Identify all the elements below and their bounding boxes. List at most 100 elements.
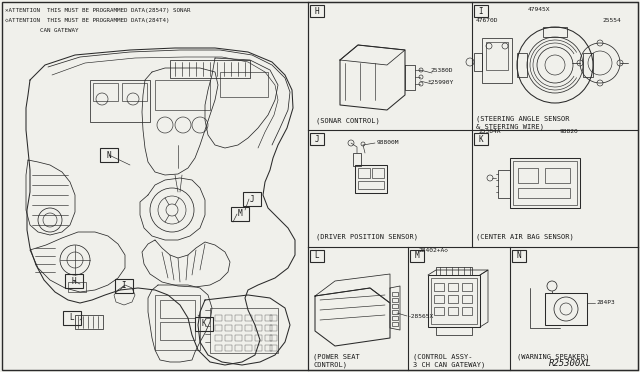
Bar (225, 325, 232, 331)
Bar (245, 315, 252, 321)
Bar (235, 315, 242, 321)
Bar (235, 325, 242, 331)
Bar (462, 283, 472, 291)
Text: 25380D: 25380D (430, 67, 452, 73)
Bar (231, 207, 249, 221)
Text: (DRIVER POSITION SENSOR): (DRIVER POSITION SENSOR) (316, 234, 418, 241)
Bar (115, 279, 133, 293)
Bar (482, 38, 512, 83)
Text: (STEERING ANGLE SENSOR: (STEERING ANGLE SENSOR (476, 115, 570, 122)
Text: & STEERING WIRE): & STEERING WIRE) (476, 124, 544, 131)
Bar (93, 83, 118, 101)
Bar (358, 168, 370, 178)
Text: M: M (237, 209, 243, 218)
Bar (392, 322, 398, 326)
Bar (215, 315, 222, 321)
Bar (510, 158, 580, 208)
Bar (486, 42, 508, 70)
Text: ×ATTENTION  THIS MUST BE PROGRAMMED DATA(28547) SONAR: ×ATTENTION THIS MUST BE PROGRAMMED DATA(… (5, 8, 191, 13)
Bar (270, 335, 277, 341)
Bar (195, 317, 213, 331)
Bar (68, 282, 86, 292)
Bar (63, 311, 81, 325)
Bar (462, 295, 472, 303)
Text: 3 CH CAN GATEWAY): 3 CH CAN GATEWAY) (413, 361, 485, 368)
Text: M: M (415, 251, 419, 260)
Bar (392, 316, 398, 320)
Text: 284P3: 284P3 (596, 301, 615, 305)
Bar (583, 53, 593, 77)
Text: K: K (202, 320, 206, 328)
Bar (170, 60, 250, 78)
Bar (310, 5, 324, 17)
Bar (215, 335, 222, 341)
Bar (245, 335, 252, 341)
Bar (545, 168, 570, 183)
Bar (410, 250, 424, 262)
Text: N: N (107, 151, 111, 160)
Bar (448, 307, 458, 315)
Text: (SONAR CONTROL): (SONAR CONTROL) (316, 117, 380, 124)
Bar (225, 335, 232, 341)
Text: (CONTROL ASSY-: (CONTROL ASSY- (413, 353, 472, 359)
Text: H: H (315, 6, 319, 16)
Bar (265, 345, 272, 351)
Bar (160, 300, 195, 318)
Text: 47945X: 47945X (528, 7, 550, 12)
Bar (392, 310, 398, 314)
Bar (392, 304, 398, 308)
Bar (255, 315, 262, 321)
Bar (215, 325, 222, 331)
Bar (543, 27, 567, 37)
Bar (225, 345, 232, 351)
Bar (155, 295, 200, 350)
Bar (220, 72, 268, 97)
Bar (270, 315, 277, 321)
Text: L: L (70, 314, 74, 323)
Text: 98820: 98820 (560, 129, 579, 134)
Text: 28402+A◇: 28402+A◇ (418, 248, 448, 253)
Bar (498, 170, 510, 198)
Bar (518, 188, 570, 198)
Bar (310, 250, 324, 262)
Bar (265, 335, 272, 341)
Bar (215, 345, 222, 351)
Bar (392, 298, 398, 302)
Bar (392, 292, 398, 296)
Bar (122, 83, 147, 101)
Text: I: I (122, 282, 126, 291)
Bar (270, 345, 277, 351)
Text: H: H (72, 276, 76, 285)
Bar (100, 148, 118, 162)
Bar (513, 161, 577, 205)
Bar (265, 325, 272, 331)
Bar (270, 325, 277, 331)
Bar (160, 322, 195, 340)
Bar (255, 325, 262, 331)
Bar (355, 165, 387, 193)
Text: I: I (479, 6, 483, 16)
Bar (436, 267, 472, 275)
Bar (434, 307, 444, 315)
Bar (448, 283, 458, 291)
Text: (CENTER AIR BAG SENSOR): (CENTER AIR BAG SENSOR) (476, 234, 573, 241)
Text: ◇ATTENTION  THIS MUST BE PROGRAMMED DATA(284T4): ◇ATTENTION THIS MUST BE PROGRAMMED DATA(… (5, 18, 170, 23)
Text: (WARNING SPEAKER): (WARNING SPEAKER) (517, 353, 589, 359)
Bar (545, 293, 587, 325)
Bar (474, 133, 488, 145)
Text: N: N (516, 251, 522, 260)
Bar (431, 278, 477, 324)
Text: *25990Y: *25990Y (428, 80, 454, 84)
Text: L: L (315, 251, 319, 260)
Bar (265, 315, 272, 321)
Bar (75, 315, 103, 329)
Bar (428, 275, 480, 327)
Bar (90, 80, 150, 122)
Text: 25554: 25554 (602, 18, 621, 23)
Bar (462, 307, 472, 315)
Bar (512, 250, 526, 262)
Bar (372, 168, 384, 178)
Bar (518, 168, 538, 183)
Text: J: J (250, 195, 254, 203)
Text: CONTROL): CONTROL) (313, 361, 347, 368)
